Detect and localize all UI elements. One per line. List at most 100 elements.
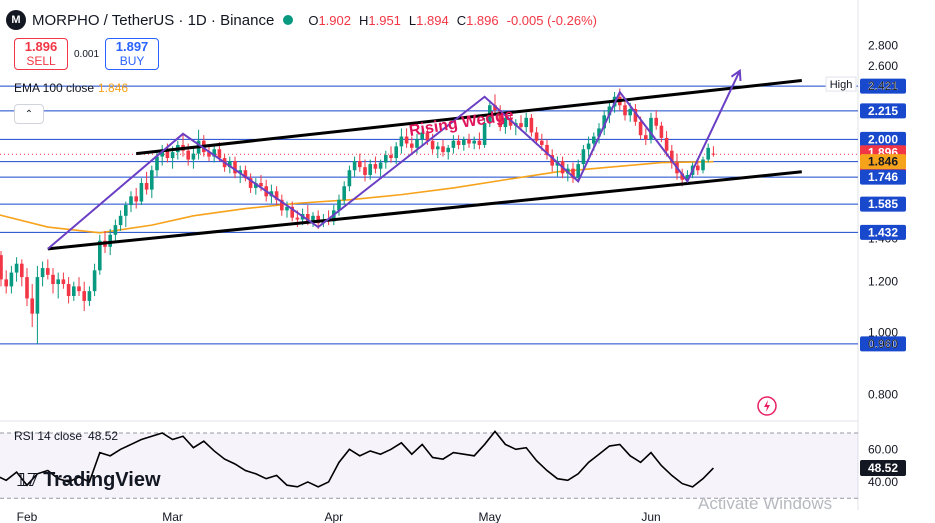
candle-body [9,272,14,287]
candle-body [233,161,237,174]
candle-body [248,178,253,188]
price-tag-level [860,131,906,147]
candle-body [25,277,29,299]
ohlc-readout: O1.902 H1.951 L1.894 C1.896 -0.005 (-0.2… [308,13,597,28]
rsi-current-label: 48.52 [868,461,898,475]
candle-body [87,291,92,301]
candle-body [14,263,19,273]
close-label: C [456,12,467,28]
candle-body [347,170,352,187]
candle-body [508,117,513,126]
candle-body [290,206,294,218]
rsi-label: RSI 14 close [14,429,83,443]
candle-body [316,215,320,224]
candle-body [441,146,445,153]
candle-body [477,140,482,145]
candle-body [373,164,378,169]
lightning-icon [757,396,777,416]
x-tick-label: Feb [17,510,38,523]
side-label-box [825,76,857,92]
candle-body [160,150,164,157]
candle-body [56,279,60,285]
symbol-title[interactable]: MORPHO / TetherUS · 1D · Binance [32,11,275,29]
candle-body [685,174,690,180]
sell-price: 1.896 [24,39,58,54]
price-tag-label: 1.846 [868,155,898,169]
candle-body [108,234,112,247]
candle-body [207,152,211,157]
change-value: -0.005 (-0.26%) [506,12,597,28]
candle-body [498,110,502,128]
candle-body [607,106,612,116]
candle-body [337,199,341,211]
wedge-lower-trendline [47,170,802,251]
x-tick-label: Apr [324,510,343,523]
candle-body [462,139,466,145]
price-tag-level [860,336,906,352]
candle-body [545,144,549,156]
wedge-upper-trendline [136,79,802,156]
candle-body [212,149,216,157]
buy-price: 1.897 [115,39,149,54]
candle-body [306,213,310,222]
candle-body [30,298,34,314]
collapse-legend-button[interactable]: ⌃ [14,104,44,124]
candle-body [696,165,700,171]
ema-legend[interactable]: EMA 100 close 1.846 [14,81,128,95]
candle-body [311,215,315,222]
candle-body [134,196,138,202]
trade-panel: 1.896 SELL 0.001 1.897 BUY [14,38,160,70]
candle-body [420,132,424,140]
candle-body [0,255,3,280]
candle-body [342,186,346,200]
candle-body [139,182,144,202]
candle-body [82,291,86,301]
candle-body [280,199,284,211]
price-tag-level [860,78,906,94]
candle-body [217,149,222,159]
x-tick-label: Jun [641,510,660,523]
candle-body [35,277,40,314]
rsi-legend[interactable]: RSI 14 close 48.52 [14,429,118,443]
candle-body [503,117,508,128]
price-tag-label: 1.746 [868,170,898,184]
buy-button[interactable]: 1.897 BUY [105,38,160,70]
candle-body [597,128,601,137]
y-tick-label: 1.200 [868,275,898,289]
candle-body [150,170,154,190]
low-value: 1.894 [416,12,449,28]
candle-body [654,117,658,126]
x-tick-label: May [478,510,501,523]
candle-body [410,143,414,148]
candle-body [129,196,133,206]
symbol-header: M MORPHO / TetherUS · 1D · Binance O1.90… [6,8,597,32]
candle-body [649,117,653,140]
candle-body [20,263,24,278]
candle-body [425,132,430,141]
candle-body [602,115,606,129]
candle-body [638,121,643,136]
high-label: H [358,12,369,28]
candle-body [113,225,118,235]
candle-body [592,136,596,144]
candle-body [436,146,440,150]
sell-button[interactable]: 1.896 SELL [14,38,68,70]
candle-body [633,108,638,122]
close-value: 1.896 [466,12,499,28]
high-value: 1.951 [368,12,401,28]
candle-body [40,268,45,278]
rsi-current-tag [860,460,906,477]
candle-body [384,155,388,163]
candle-body [540,140,544,145]
candle-body [670,150,674,163]
rsi-tick-label: 60.00 [868,442,898,456]
candle-body [706,147,710,160]
candle-body [550,155,554,166]
candle-body [628,108,632,116]
candle-body [72,286,76,296]
candle-body [493,105,497,111]
candle-body [378,162,383,169]
price-tag-label: 1.432 [868,225,898,239]
candle-body [363,167,367,175]
